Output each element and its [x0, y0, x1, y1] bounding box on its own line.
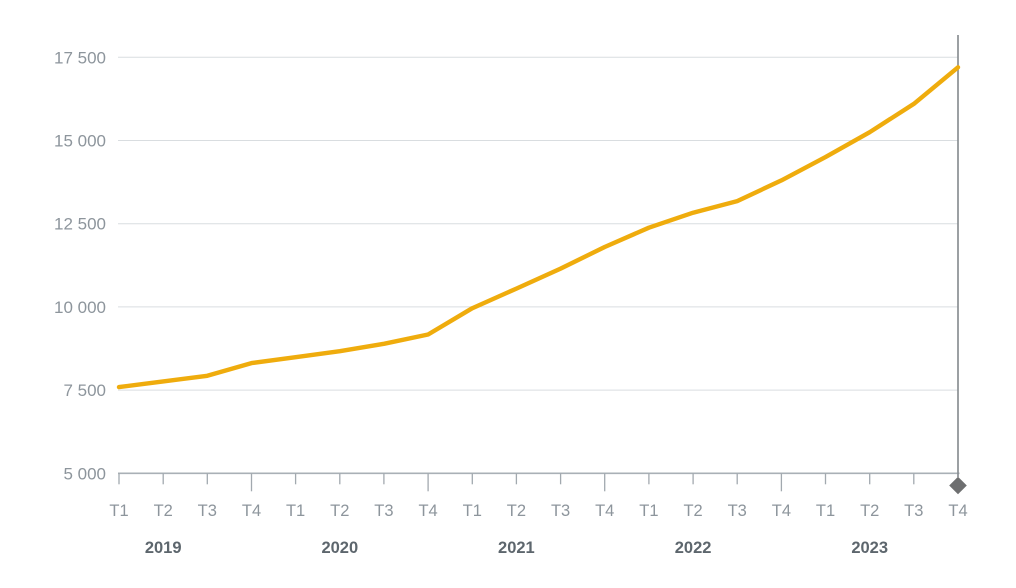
y-axis-label: 12 500	[54, 215, 106, 234]
data-series-line	[116, 65, 961, 390]
year-label: 2021	[498, 539, 535, 557]
quarter-label: T1	[109, 502, 128, 520]
quarter-label: T4	[418, 502, 437, 520]
quarter-label: T3	[904, 502, 923, 520]
quarter-label: T4	[595, 502, 614, 520]
year-label: 2019	[145, 539, 182, 557]
quarter-label: T2	[683, 502, 702, 520]
year-label: 2020	[321, 539, 358, 557]
quarter-label: T2	[154, 502, 173, 520]
year-label: 2022	[675, 539, 712, 557]
quarter-label: T4	[948, 502, 967, 520]
year-label: 2023	[851, 539, 888, 557]
quarter-label: T4	[772, 502, 791, 520]
quarter-label: T1	[286, 502, 305, 520]
quarter-label: T2	[507, 502, 526, 520]
y-axis-label: 5 000	[63, 464, 106, 483]
quarter-label: T3	[374, 502, 393, 520]
quarter-label: T1	[639, 502, 658, 520]
y-axis-label: 15 000	[54, 132, 106, 151]
quarter-label: T2	[330, 502, 349, 520]
quarter-label: T1	[816, 502, 835, 520]
quarter-label: T4	[242, 502, 261, 520]
quarter-label: T3	[728, 502, 747, 520]
quarter-label: T1	[463, 502, 482, 520]
selected-period-diamond-handle[interactable]	[949, 476, 967, 495]
y-axis-label: 10 000	[54, 298, 106, 317]
quarter-label: T3	[198, 502, 217, 520]
quarter-label: T3	[551, 502, 570, 520]
y-axis-label: 17 500	[54, 48, 106, 67]
y-axis-label: 7 500	[63, 381, 106, 400]
quarter-label: T2	[860, 502, 879, 520]
